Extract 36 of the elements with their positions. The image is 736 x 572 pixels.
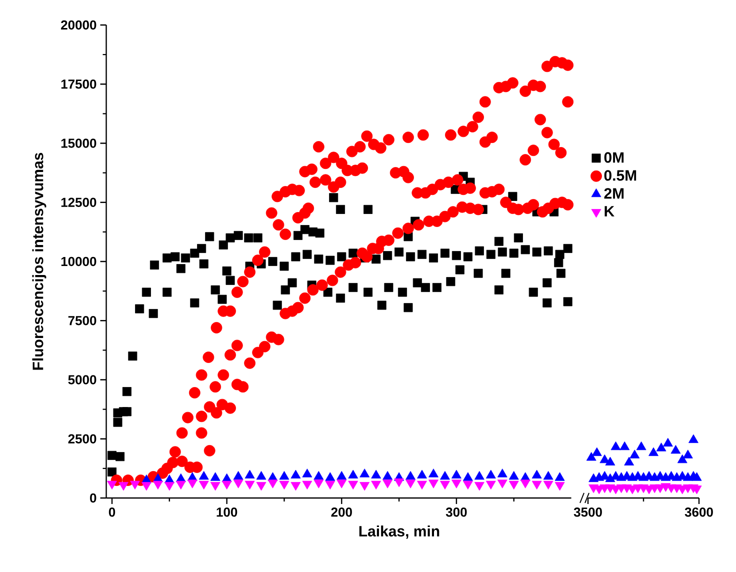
point [682,450,693,458]
x-tick-label: 0 [108,508,116,517]
point [662,438,673,447]
y-tick-label: 17500 [61,80,96,89]
y-tick-label: 5000 [68,375,96,384]
point [624,456,634,466]
x-axis-title: Laikas, min [359,526,440,539]
point [648,447,658,456]
x-tick-label: 3500 [574,508,602,517]
y-tick-label: 15000 [61,138,96,148]
x-tick-label: 200 [331,508,352,517]
point [677,454,688,464]
y-tick-label: 12500 [61,198,96,207]
legend-label: 2M [604,188,624,199]
y-tick-label: 0 [90,493,96,503]
point [610,441,621,450]
point [630,450,640,458]
point [636,441,646,450]
point [688,434,698,443]
legend-label: 0.5M [604,170,636,181]
point [592,447,602,456]
point [586,452,596,461]
x-tick-label: 100 [216,508,238,517]
point [620,441,630,450]
y-tick-label: 20000 [61,20,96,30]
y-axis-title: Fluorescencijos intensyvumas [32,152,46,370]
point [670,444,681,454]
y-tick-label: 10000 [61,256,96,266]
x-tick-label: 300 [446,508,467,517]
point [605,456,616,466]
legend-label: 0M [604,152,624,163]
point [656,442,666,452]
legend-label: K [604,206,614,216]
x-tick-label: 3600 [684,508,713,517]
y-tick-label: 2500 [68,434,96,444]
y-tick-label: 7500 [68,316,96,326]
